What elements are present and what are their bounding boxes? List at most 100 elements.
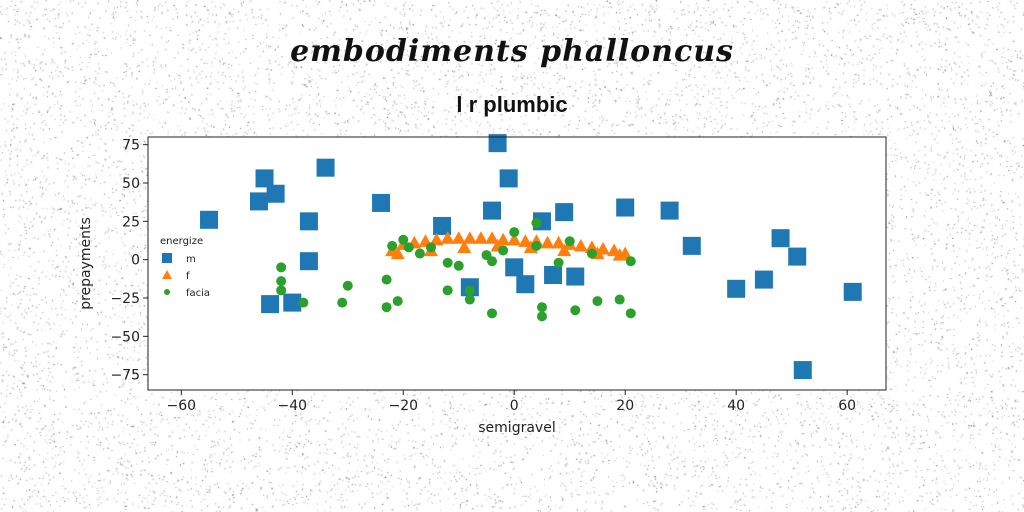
f-point-11: [507, 232, 522, 246]
f-point-22: [390, 246, 405, 260]
facia-point-27: [464, 294, 475, 305]
m-point-29: [793, 361, 812, 380]
m-point-18: [516, 275, 535, 294]
facia-point-6: [453, 260, 464, 271]
facia-point-31: [570, 305, 581, 316]
facia-point-2: [403, 242, 414, 253]
m-point-5: [372, 193, 391, 212]
f-point-12: [518, 234, 533, 247]
plot-area: [148, 134, 886, 390]
m-point-4: [316, 158, 335, 177]
m-point-15: [660, 201, 679, 220]
facia-point-4: [425, 242, 436, 253]
m-point-19: [544, 266, 563, 284]
facia-point-13: [564, 236, 575, 247]
facia-point-5: [442, 257, 453, 268]
legend-title: energize: [160, 236, 203, 247]
f-point-18: [584, 240, 599, 253]
x-axis-label: semigravel: [478, 420, 555, 436]
f-point-17: [573, 238, 588, 252]
legend-label-m: m: [186, 254, 196, 265]
f-point-7: [462, 231, 477, 244]
f-point-10: [496, 232, 511, 246]
facia-point-1: [387, 240, 398, 251]
f-point-27: [557, 243, 572, 257]
legend-marker-facia: [164, 289, 170, 295]
x-tick-label--60: −60: [167, 398, 197, 414]
m-point-9: [433, 216, 452, 235]
m-point-8: [299, 252, 318, 271]
facia-point-18: [276, 285, 287, 296]
x-tick-label-40: 40: [727, 398, 745, 414]
facia-point-3: [414, 248, 425, 259]
facia-point-28: [487, 308, 498, 319]
axis-ticks: −60 −40 −20 0 20 40 60 −75 −50 −25 0 25 50 75: [110, 138, 856, 414]
m-point-2: [266, 184, 285, 203]
facia-point-21: [337, 297, 348, 308]
facia-point-0: [398, 234, 409, 245]
facia-point-25: [442, 285, 453, 296]
m-point-6: [200, 210, 219, 229]
m-point-27: [788, 247, 807, 266]
y-tick-label-50: 50: [122, 176, 140, 192]
x-tick-label-20: 20: [616, 398, 634, 414]
m-point-20: [566, 267, 585, 286]
m-point-28: [843, 282, 862, 301]
facia-point-26: [464, 285, 475, 296]
facia-point-29: [536, 302, 547, 313]
m-point-14: [616, 198, 635, 217]
m-point-17: [505, 258, 524, 277]
m-point-26: [771, 229, 790, 248]
y-axis-label: prepayments: [78, 217, 94, 310]
f-point-29: [612, 248, 627, 261]
facia-point-32: [592, 296, 603, 307]
y-tick-label-75: 75: [122, 138, 140, 154]
m-point-23: [283, 293, 302, 312]
facia-point-12: [553, 257, 564, 268]
legend-marker-m: [162, 253, 172, 263]
m-point-10: [483, 201, 502, 220]
facia-point-14: [586, 248, 597, 259]
y-tick-label--25: −25: [110, 291, 140, 307]
m-point-13: [555, 203, 574, 222]
m-point-1: [255, 169, 274, 188]
m-point-22: [261, 295, 280, 314]
facia-point-11: [531, 240, 542, 251]
facia-point-9: [509, 227, 520, 238]
facia-point-35: [498, 245, 509, 256]
m-point-7: [299, 212, 318, 231]
facia-point-34: [625, 308, 636, 319]
m-point-16: [682, 236, 701, 255]
m-point-3: [249, 192, 268, 211]
x-tick-label-0: 0: [510, 398, 519, 414]
y-tick-label-0: 0: [131, 253, 140, 269]
legend-label-f: f: [186, 271, 190, 282]
f-point-8: [473, 231, 488, 244]
facia-point-17: [276, 276, 287, 287]
f-point-9: [485, 231, 500, 244]
facia-point-8: [487, 256, 498, 267]
f-point-4: [429, 232, 444, 246]
x-tick-label--40: −40: [277, 398, 307, 414]
facia-point-30: [536, 311, 547, 322]
f-point-14: [540, 235, 555, 249]
facia-point-23: [381, 274, 392, 285]
y-tick-label-25: 25: [122, 214, 140, 230]
chart-subtitle: l r plumbic: [456, 92, 568, 117]
f-point-5: [440, 231, 455, 244]
legend-marker-f: [162, 270, 172, 279]
facia-point-33: [614, 294, 625, 305]
axes-border: [147, 136, 887, 391]
figure-title: embodiments phalloncus: [290, 34, 734, 69]
y-tick-label--75: −75: [110, 368, 140, 384]
m-point-11: [499, 169, 518, 188]
facia-point-10: [531, 217, 542, 228]
legend: energize mf facia: [160, 236, 210, 299]
facia-point-15: [625, 256, 636, 267]
x-tick-label--20: −20: [388, 398, 418, 414]
facia-point-22: [381, 302, 392, 313]
legend-label-facia: facia: [186, 288, 210, 299]
m-point-0: [488, 134, 507, 153]
